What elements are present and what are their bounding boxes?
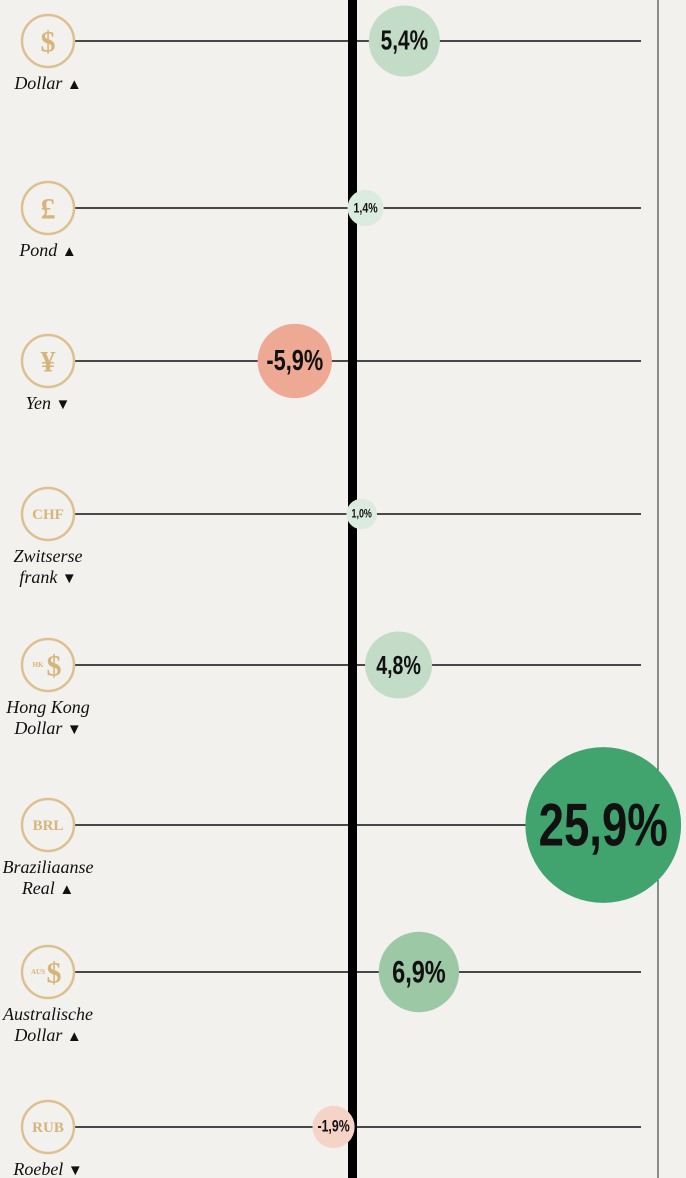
icon-symbol: ¥ bbox=[41, 346, 56, 379]
direction-arrow: ▲ bbox=[66, 1029, 82, 1045]
currency-icon bbox=[20, 637, 76, 693]
currency-icon bbox=[20, 797, 76, 853]
direction-arrow: ▲ bbox=[61, 244, 77, 260]
value-label: -5,9% bbox=[266, 345, 323, 377]
currency-label: Zwitserse frank bbox=[13, 546, 83, 587]
direction-arrow: ▲ bbox=[59, 882, 75, 898]
direction-arrow: ▲ bbox=[66, 77, 82, 93]
direction-arrow: ▼ bbox=[55, 397, 71, 413]
icon-prefix: AUS bbox=[31, 968, 45, 976]
bubble bbox=[368, 5, 440, 77]
currency-icon bbox=[20, 1099, 76, 1155]
bubble bbox=[257, 323, 332, 399]
bubble bbox=[378, 931, 460, 1013]
currency-label: Dollar bbox=[14, 73, 63, 93]
currency-name: Braziliaanse Real ▲ bbox=[0, 857, 98, 901]
currency-label: Braziliaanse Real bbox=[2, 857, 94, 898]
currency-name: Australische Dollar ▲ bbox=[0, 1004, 98, 1048]
currency-label: Pond bbox=[19, 240, 58, 260]
currency-name: Yen ▼ bbox=[0, 393, 98, 416]
currency-icon bbox=[20, 944, 76, 1000]
value-label: 1,4% bbox=[354, 200, 378, 216]
value-label: -1,9% bbox=[317, 1118, 349, 1136]
icon-symbol: RUB bbox=[32, 1120, 64, 1136]
direction-arrow: ▼ bbox=[67, 1163, 83, 1178]
currency-icon bbox=[20, 333, 76, 389]
bubble bbox=[525, 747, 682, 903]
icon-symbol: $ bbox=[47, 650, 62, 683]
currency-label: Australische Dollar bbox=[3, 1004, 93, 1045]
currency-label: Roebel bbox=[13, 1159, 64, 1178]
icon-symbol: $ bbox=[47, 957, 62, 990]
value-label: 1,0% bbox=[352, 507, 373, 521]
icon-symbol: CHF bbox=[32, 507, 64, 523]
currency-name: Pond ▲ bbox=[0, 240, 98, 263]
currency-name: Dollar ▲ bbox=[0, 73, 98, 96]
icon-symbol: $ bbox=[41, 26, 56, 59]
currency-label: Hong Kong Dollar bbox=[6, 697, 90, 738]
icon-prefix: HK bbox=[33, 661, 44, 669]
zero-line bbox=[348, 0, 357, 1178]
bubble bbox=[365, 631, 433, 699]
direction-arrow: ▼ bbox=[61, 571, 77, 587]
currency-icon bbox=[20, 13, 76, 69]
value-label: 4,8% bbox=[376, 650, 421, 679]
value-label: 6,9% bbox=[392, 954, 446, 989]
bubble bbox=[347, 189, 384, 227]
icon-symbol: £ bbox=[41, 193, 56, 226]
currency-icon bbox=[20, 486, 76, 542]
value-label: 25,9% bbox=[539, 791, 668, 859]
currency-name: Zwitserse frank ▼ bbox=[0, 546, 98, 590]
currency-name: Hong Kong Dollar ▼ bbox=[0, 697, 98, 741]
currency-label: Yen bbox=[25, 393, 51, 413]
currency-name: Roebel ▼ bbox=[0, 1159, 98, 1178]
bubble bbox=[346, 498, 378, 530]
icon-symbol: BRL bbox=[33, 818, 64, 834]
currency-icon bbox=[20, 180, 76, 236]
value-label: 5,4% bbox=[381, 26, 429, 57]
direction-arrow: ▼ bbox=[66, 722, 82, 738]
bubble bbox=[312, 1105, 355, 1149]
